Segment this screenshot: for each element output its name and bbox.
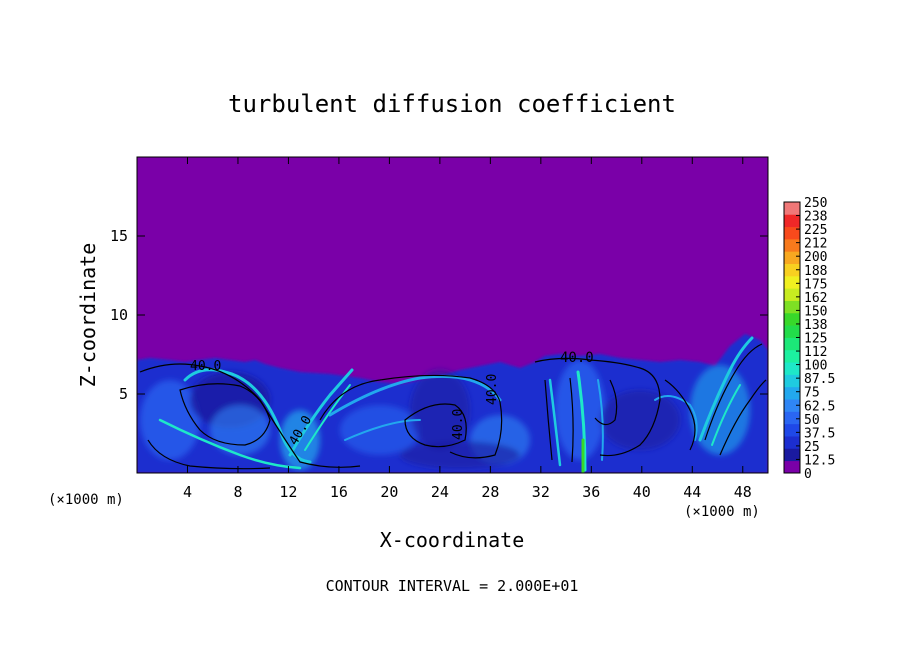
x-tick-label: 24 — [431, 483, 449, 501]
colorbar-swatch — [784, 460, 800, 474]
colorbar-swatch — [784, 399, 800, 412]
colorbar-swatch — [784, 214, 800, 228]
colorbar-label: 100 — [804, 359, 827, 374]
contour-label: 40.0 — [485, 374, 500, 405]
colorbar-swatch — [784, 312, 800, 326]
contour-label: 40.0 — [190, 359, 221, 374]
colorbar-swatch — [784, 226, 800, 240]
x-tick-label: 12 — [279, 483, 297, 501]
colorbar-label: 188 — [804, 264, 827, 279]
colorbar-swatch — [784, 349, 800, 363]
colorbar-label: 62.5 — [804, 399, 835, 414]
x-tick-label: 36 — [582, 483, 600, 501]
colorbar-label: 225 — [804, 223, 827, 238]
colorbar-label: 162 — [804, 291, 827, 306]
x-axis-label: X-coordinate — [380, 528, 525, 552]
y-axis-label: Z-coordinate — [76, 243, 100, 388]
colorbar-swatch — [784, 263, 800, 277]
turbulent-texture — [140, 360, 750, 470]
colorbar-swatch — [784, 275, 800, 289]
x-tick-label: 40 — [633, 483, 651, 501]
contour-label: 40.0 — [451, 409, 466, 440]
high-value-streaks — [158, 336, 754, 473]
x-unit-label-left: (×1000 m) — [48, 492, 124, 508]
x-tick-label: 48 — [734, 483, 752, 501]
colorbar-swatch — [784, 238, 800, 252]
colorbar-label: 250 — [804, 196, 827, 211]
y-tick-label: 5 — [119, 385, 128, 403]
x-axis-ticks: 4 8 12 16 20 24 28 32 36 40 44 48 — [183, 157, 752, 501]
colorbar-swatch — [784, 436, 800, 449]
plot-area: 40.0 40.0 40.0 40.0 40.0 4 8 12 16 20 24 28 32 3… — [110, 156, 769, 501]
x-tick-label: 28 — [481, 483, 499, 501]
colorbar-label: 12.5 — [804, 453, 835, 468]
colorbar-swatch — [784, 411, 800, 425]
colorbar-label: 150 — [804, 304, 827, 319]
x-tick-label: 8 — [233, 483, 242, 501]
footer-note: CONTOUR INTERVAL = 2.000E+01 — [326, 577, 579, 595]
colorbar-swatch — [784, 251, 800, 264]
colorbar-swatch — [784, 448, 800, 462]
colorbar-label: 138 — [804, 318, 827, 333]
colorbar-label: 112 — [804, 345, 827, 360]
colorbar-swatch — [784, 202, 800, 215]
colorbar-swatch — [784, 386, 800, 400]
x-tick-label: 20 — [380, 483, 398, 501]
x-tick-label: 44 — [683, 483, 701, 501]
contour-label: 40.0 — [560, 350, 594, 366]
colorbar-swatch — [784, 288, 800, 301]
colorbar-label: 87.5 — [804, 372, 835, 387]
colorbar-label: 200 — [804, 250, 827, 265]
colorbar-label: 212 — [804, 237, 827, 252]
colorbar-label: 175 — [804, 277, 827, 292]
colorbar-swatch — [784, 325, 800, 338]
y-tick-label: 10 — [110, 306, 128, 324]
colorbar-swatch — [784, 423, 800, 437]
colorbar-label: 75 — [804, 386, 820, 401]
contour-lines — [139, 343, 767, 470]
x-tick-label: 4 — [183, 483, 192, 501]
colorbar-swatch — [784, 300, 800, 314]
x-tick-label: 32 — [532, 483, 550, 501]
y-tick-label: 15 — [110, 227, 128, 245]
colorbar-swatch — [784, 337, 800, 351]
colorbar-label: 0 — [804, 467, 812, 482]
y-axis-ticks: 5 10 15 — [110, 227, 768, 403]
turbulent-layer — [137, 334, 768, 473]
colorbar-label: 25 — [804, 440, 820, 455]
colorbar-swatch — [784, 362, 800, 375]
colorbar-label: 125 — [804, 332, 827, 347]
colorbar-swatch — [784, 374, 800, 388]
chart-title: turbulent diffusion coefficient — [228, 90, 676, 118]
x-tick-label: 16 — [330, 483, 348, 501]
colorbar-label: 50 — [804, 413, 820, 428]
colorbar-label: 238 — [804, 210, 827, 225]
x-unit-label-right: (×1000 m) — [684, 504, 760, 520]
colorbar: 012.52537.55062.57587.510011212513815016… — [783, 196, 835, 482]
colorbar-label: 37.5 — [804, 426, 835, 441]
